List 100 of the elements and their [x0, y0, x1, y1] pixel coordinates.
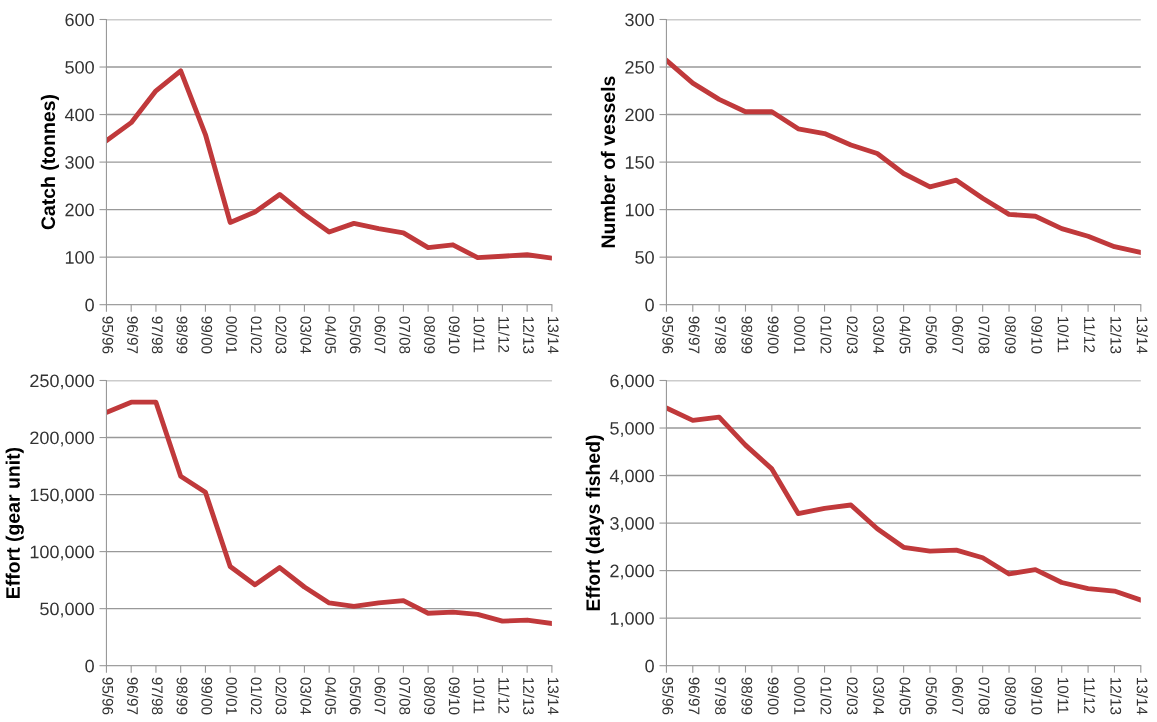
- x-tick-label: 09/10: [448, 677, 461, 715]
- x-tick-label: 97/98: [151, 316, 164, 354]
- x-tick-label: 13/14: [547, 316, 560, 354]
- y-tick-label: 50: [635, 251, 654, 264]
- x-tick-label: 99/00: [201, 677, 213, 715]
- x-tick-label: 04/05: [325, 677, 337, 715]
- x-tick-label: 11/12: [1083, 677, 1096, 714]
- x-tick-label: 02/03: [275, 316, 287, 354]
- y-axis-title: Number of vessels: [600, 76, 616, 248]
- x-tick-label: 02/03: [846, 677, 859, 715]
- y-tick-label: 100,000: [30, 545, 94, 561]
- x-tick-label: 98/99: [176, 316, 188, 354]
- x-tick-label: 04/05: [325, 316, 337, 354]
- x-tick-label: 10/11: [473, 316, 485, 353]
- y-tick-label: 300: [65, 156, 94, 169]
- y-tick-label: 3,000: [610, 517, 654, 532]
- x-tick-label: 07/08: [978, 316, 990, 354]
- y-tick-label: 6,000: [610, 374, 654, 390]
- y-tick-label: 500: [65, 60, 94, 74]
- x-tick-label: 08/09: [1004, 316, 1017, 354]
- x-tick-label: 98/99: [741, 316, 753, 354]
- x-tick-label: 03/04: [873, 677, 885, 715]
- x-tick-label: 06/07: [374, 316, 386, 354]
- x-tick-label: 97/98: [715, 677, 727, 715]
- x-tick-label: 00/01: [794, 316, 806, 354]
- x-tick-label: 03/04: [300, 316, 312, 354]
- x-tick-label: 06/07: [374, 677, 386, 715]
- x-tick-label: 99/00: [201, 316, 213, 354]
- x-tick-label: 01/02: [820, 316, 832, 354]
- x-tick-label: 04/05: [899, 677, 911, 715]
- x-tick-label: 96/97: [127, 316, 139, 354]
- x-tick-label: 09/10: [448, 316, 461, 354]
- y-axis-title: Catch (tonnes): [40, 94, 59, 230]
- x-tick-label: 12/13: [523, 677, 535, 715]
- x-tick-label: 07/08: [978, 677, 990, 715]
- x-tick-label: 98/99: [741, 677, 753, 715]
- y-tick-label: 50,000: [40, 602, 94, 618]
- x-tick-label: 01/02: [250, 316, 263, 354]
- x-tick-label: 10/11: [1057, 677, 1069, 714]
- x-tick-label: 10/11: [473, 677, 485, 714]
- x-tick-label: 04/05: [899, 316, 911, 354]
- x-tick-label: 08/09: [424, 677, 436, 715]
- x-tick-label: 06/07: [952, 677, 964, 715]
- y-axis-title: Effort (gear unit): [5, 447, 24, 598]
- x-tick-label: 07/08: [399, 677, 411, 715]
- y-axis-title: Effort (days fished): [585, 435, 604, 611]
- x-tick-label: 12/13: [1110, 316, 1122, 354]
- x-tick-label: 09/10: [1031, 677, 1043, 715]
- x-tick-label: 00/01: [226, 316, 238, 354]
- x-tick-label: 05/06: [349, 677, 362, 715]
- x-tick-label: 13/14: [1136, 316, 1148, 354]
- x-tick-label: 96/97: [688, 677, 700, 715]
- x-tick-label: 95/96: [102, 316, 114, 354]
- x-tick-label: 12/13: [1110, 677, 1122, 715]
- x-tick-label: 05/06: [925, 316, 938, 354]
- y-tick-label: 400: [64, 108, 94, 122]
- y-tick-label: 2,000: [610, 564, 654, 580]
- x-tick-label: 97/98: [151, 677, 164, 715]
- y-tick-label: 100: [625, 203, 654, 217]
- y-tick-label: 250,000: [30, 374, 94, 390]
- x-tick-label: 08/09: [424, 316, 436, 354]
- x-tick-label: 12/13: [523, 316, 535, 354]
- x-tick-label: 07/08: [399, 316, 411, 354]
- x-tick-label: 09/10: [1031, 316, 1043, 354]
- y-tick-label: 4,000: [609, 469, 654, 485]
- x-tick-label: 02/03: [846, 316, 859, 354]
- x-tick-label: 00/01: [226, 677, 238, 715]
- x-tick-label: 01/02: [820, 677, 832, 715]
- x-tick-label: 96/97: [688, 316, 700, 354]
- x-tick-label: 05/06: [925, 677, 938, 715]
- y-tick-label: 0: [645, 659, 654, 673]
- y-tick-label: 150,000: [30, 488, 94, 504]
- x-tick-label: 02/03: [275, 677, 287, 715]
- x-tick-label: 01/02: [250, 677, 263, 715]
- y-tick-label: 250: [625, 60, 654, 74]
- x-tick-label: 03/04: [300, 677, 312, 715]
- y-tick-label: 200: [625, 108, 654, 122]
- x-tick-label: 99/00: [767, 316, 779, 354]
- y-tick-label: 5,000: [610, 421, 654, 437]
- x-tick-label: 08/09: [1004, 677, 1017, 715]
- y-tick-label: 600: [65, 13, 94, 27]
- x-tick-label: 95/96: [102, 677, 114, 715]
- y-tick-label: 0: [85, 659, 94, 673]
- x-tick-label: 11/12: [498, 677, 510, 714]
- y-tick-label: 200,000: [30, 431, 94, 447]
- y-tick-label: 150: [625, 156, 654, 169]
- y-tick-label: 0: [85, 298, 94, 312]
- x-tick-label: 11/12: [498, 316, 510, 353]
- y-tick-label: 200: [65, 203, 94, 217]
- y-tick-label: 100: [65, 251, 94, 264]
- x-tick-label: 13/14: [1136, 677, 1148, 715]
- x-tick-label: 97/98: [715, 316, 727, 354]
- x-tick-label: 98/99: [176, 677, 188, 715]
- x-tick-label: 13/14: [547, 677, 560, 715]
- x-tick-label: 99/00: [767, 677, 779, 715]
- x-tick-label: 11/12: [1083, 316, 1096, 353]
- x-tick-label: 00/01: [794, 677, 806, 715]
- x-tick-label: 10/11: [1057, 316, 1069, 353]
- x-tick-label: 03/04: [873, 316, 885, 354]
- y-tick-label: 1,000: [610, 612, 654, 628]
